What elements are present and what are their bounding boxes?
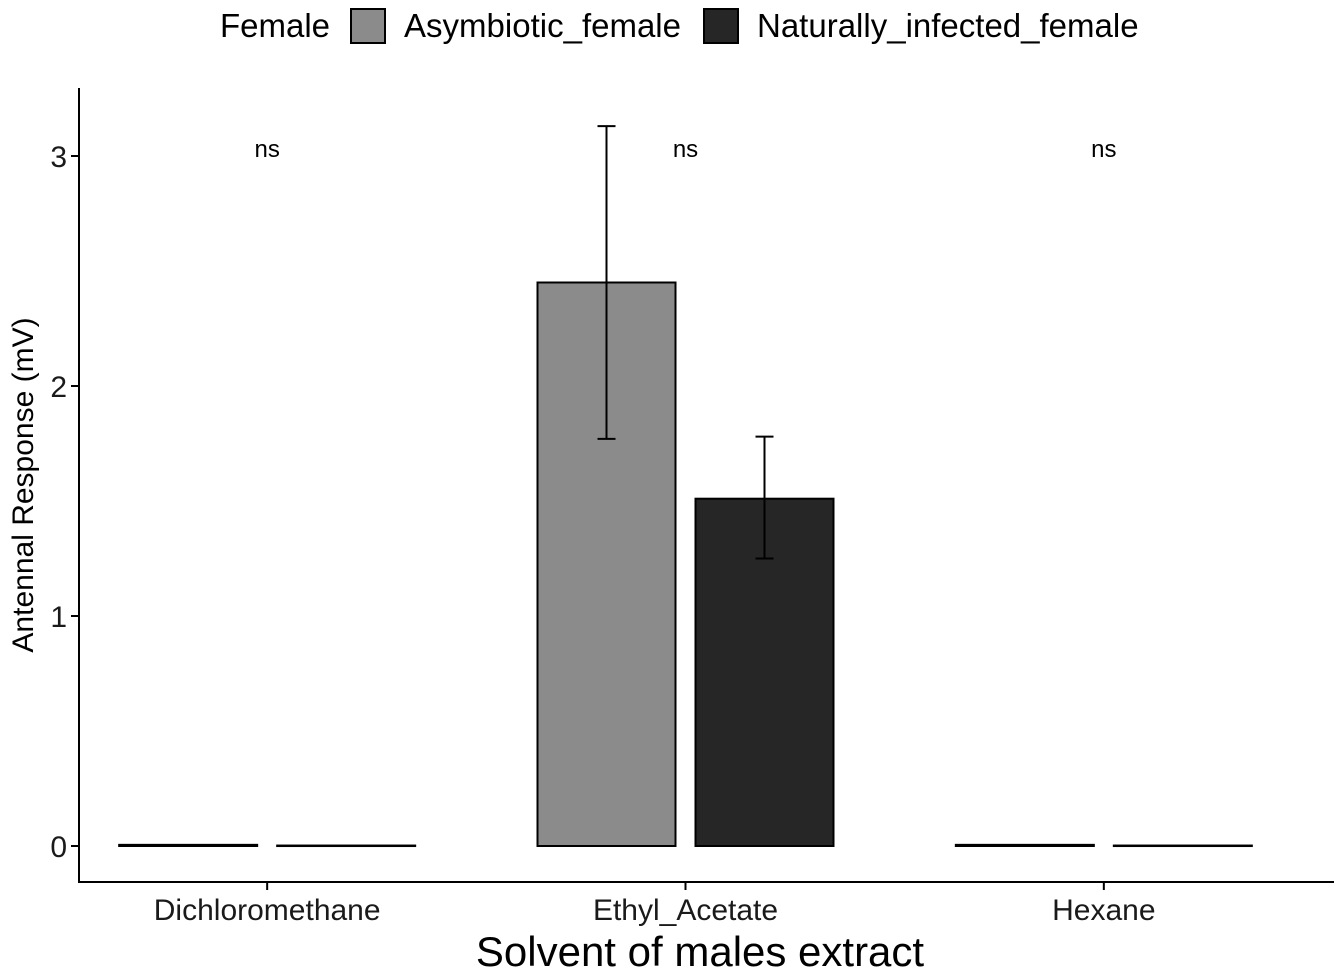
y-tick-label-0: 0 xyxy=(50,831,67,864)
legend-entry-asymbiotic: Asymbiotic_female xyxy=(350,7,681,45)
bars-group xyxy=(118,281,1253,848)
legend-title: Female xyxy=(220,7,331,44)
error-bar-ethyl_acetate-naturally-infected xyxy=(755,435,774,560)
y-tick-label-2: 2 xyxy=(50,371,67,404)
x-tick-label-hexane: Hexane xyxy=(1052,894,1155,927)
legend-entry-naturally-infected: Naturally_infected_female xyxy=(703,7,1139,45)
legend-label-naturally-infected: Naturally_infected_female xyxy=(757,7,1139,44)
x-ticks-group: Dichloromethane Ethyl_Acetate Hexane xyxy=(154,882,1156,927)
bar-hexane-naturally-infected xyxy=(1112,844,1253,848)
y-tick-label-1: 1 xyxy=(50,601,67,634)
legend-label-asymbiotic: Asymbiotic_female xyxy=(404,7,681,44)
legend-key-naturally-infected xyxy=(703,8,739,44)
y-ticks-group: 0 1 2 3 xyxy=(50,141,79,864)
legend: Female Asymbiotic_female Naturally_infec… xyxy=(220,4,1161,48)
y-tick-label-3: 3 xyxy=(50,141,67,174)
annotation-dichloromethane: ns xyxy=(254,136,279,163)
legend-key-asymbiotic xyxy=(350,8,387,44)
bar-dichloromethane-asymbiotic xyxy=(118,843,259,847)
annotations-group: ns ns ns xyxy=(254,136,1116,163)
x-tick-label-ethyl_acetate: Ethyl_Acetate xyxy=(593,894,778,927)
x-axis-label: Solvent of males extract xyxy=(476,928,925,972)
annotation-hexane: ns xyxy=(1091,136,1116,163)
annotation-ethyl_acetate: ns xyxy=(673,136,698,163)
bar-dichloromethane-naturally-infected xyxy=(276,844,417,848)
x-tick-label-dichloromethane: Dichloromethane xyxy=(154,894,381,927)
bar-hexane-asymbiotic xyxy=(954,843,1095,847)
error-bars-group xyxy=(597,125,774,560)
axes-group xyxy=(78,88,1334,883)
error-bar-ethyl_acetate-asymbiotic xyxy=(597,125,616,440)
y-axis-label: Antennal Response (mV) xyxy=(7,317,40,652)
